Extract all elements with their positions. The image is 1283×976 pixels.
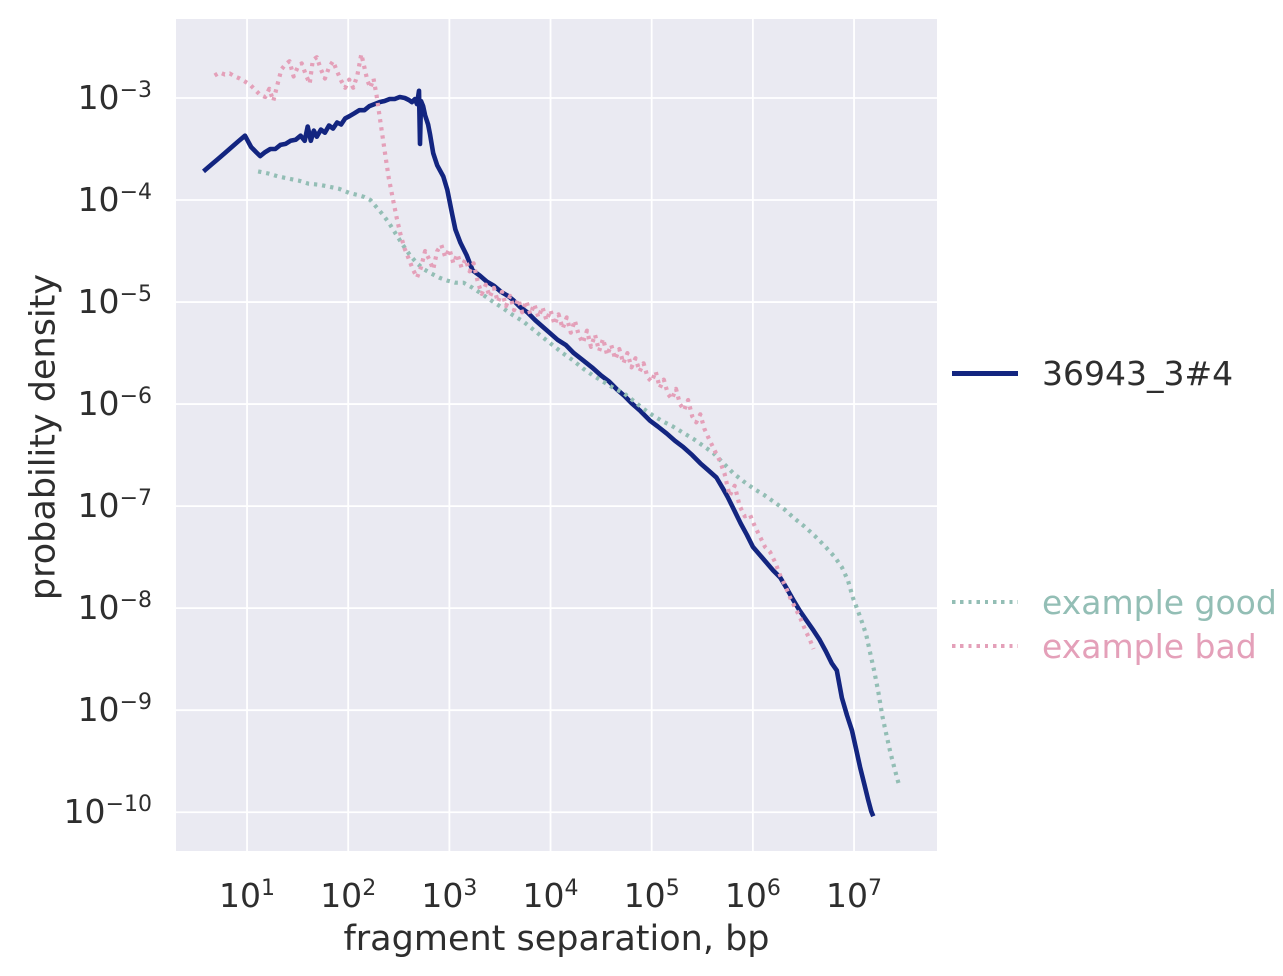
x-tick-label-10e4: 104	[523, 876, 579, 915]
x-tick-label-10e1: 101	[219, 876, 275, 915]
legend-label: 36943_3#4	[1042, 353, 1234, 393]
legend-line-sample-solid	[952, 370, 1018, 376]
y-tick-label-10e-8: 10−8	[78, 588, 152, 627]
x-tick-label-10e3: 103	[421, 876, 477, 915]
x-tick-label-10e2: 102	[320, 876, 376, 915]
y-tick-label-10e-7: 10−7	[78, 486, 152, 525]
series-example-bad	[213, 51, 816, 650]
y-tick-label-10e-6: 10−6	[78, 384, 152, 423]
y-axis-label: probability density	[23, 273, 64, 601]
legend-label: example good	[1042, 582, 1277, 622]
legend-label: example bad	[1042, 626, 1257, 666]
legend-entry-example-bad: example bad	[952, 629, 1257, 663]
plot-area	[176, 19, 937, 851]
legend-entry-36943-3-4: 36943_3#4	[952, 356, 1233, 390]
x-axis-label: fragment separation, bp	[343, 919, 770, 959]
y-tick-label-10e-5: 10−5	[78, 282, 152, 321]
x-tick-label-10e7: 107	[826, 876, 882, 915]
series-36943-3-4	[202, 88, 876, 818]
y-tick-label-10e-9: 10−9	[78, 690, 152, 729]
x-tick-label-10e5: 105	[624, 876, 680, 915]
series-example-good	[257, 169, 902, 788]
y-tick-label-10e-4: 10−4	[78, 180, 152, 219]
y-tick-label-10e-3: 10−3	[78, 78, 152, 117]
y-tick-label-10e-10: 10−10	[64, 792, 152, 831]
x-tick-label-10e6: 106	[725, 876, 781, 915]
legend-entry-example-good: example good	[952, 585, 1277, 619]
legend-line-sample-dotted	[952, 643, 1018, 649]
legend-line-sample-dotted	[952, 599, 1018, 605]
